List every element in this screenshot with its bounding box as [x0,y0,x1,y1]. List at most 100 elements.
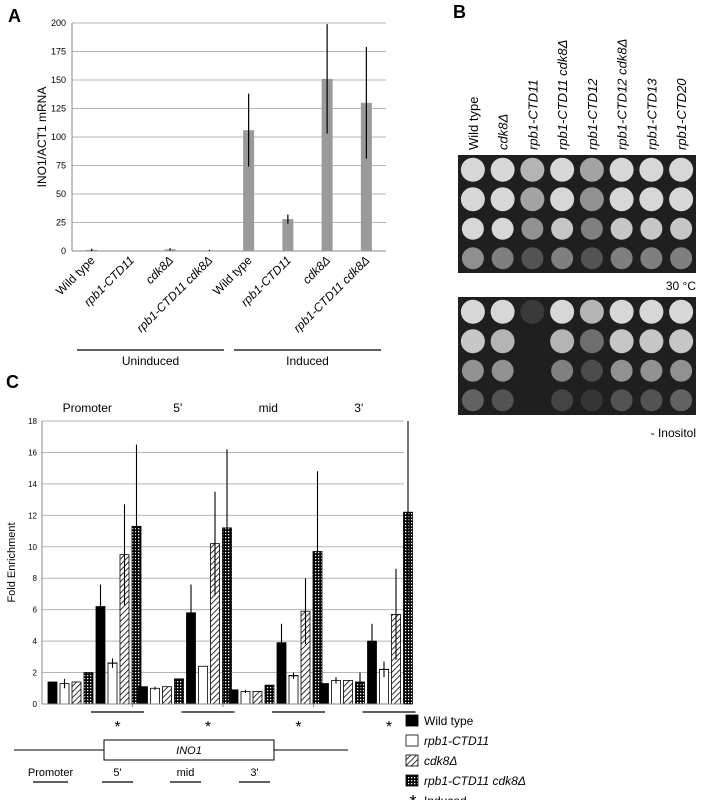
plate-strain-label: rpb1-CTD11 cdk8Δ [555,40,570,150]
chart-c-bar [319,683,329,705]
chart-c-y-tick: 6 [33,606,38,615]
chart-c-y-tick: 8 [33,574,38,583]
chart-a-y-tick: 50 [56,189,66,199]
chart-c-category-label: 5' [173,401,182,415]
chart-a-y-tick: 200 [51,18,66,28]
yeast-spot [580,359,603,382]
yeast-spot [609,329,634,354]
yeast-spot [460,157,485,182]
yeast-spot [610,389,633,412]
yeast-spot [491,389,514,412]
yeast-spot [610,217,633,240]
yeast-spot [551,359,574,382]
yeast-spot [490,157,515,182]
legend-label: rpb1-CTD11 [424,734,489,748]
chart-a-y-tick: 150 [51,75,66,85]
gene-name: INO1 [176,745,202,757]
chart-a-y-tick: 100 [51,132,66,142]
chart-c-bar [162,686,172,705]
plate-strain-label: rpb1-CTD12 [585,78,600,150]
yeast-spot [551,217,574,240]
chart-a-bar [282,219,294,251]
yeast-spot [639,157,664,182]
chart-a-group-label: Induced [286,354,329,368]
yeast-spot [579,187,604,212]
yeast-spot [669,299,694,324]
plate-strain-label: rpb1-CTD12 cdk8Δ [615,39,630,150]
yeast-spot [460,187,485,212]
yeast-spot [461,389,484,412]
chart-c-induced-star: * [295,719,301,736]
yeast-spot [609,157,634,182]
yeast-spot [550,329,575,354]
legend-label: cdk8Δ [424,754,457,768]
plate-strain-label: rpb1-CTD20 [674,78,689,150]
chart-c-y-tick: 2 [33,669,38,678]
chart-c-category-label: 3' [354,401,363,415]
yeast-spot [670,247,693,270]
yeast-spot [610,247,633,270]
yeast-spot [580,217,603,240]
yeast-spot [491,359,514,382]
chart-a-x-tick: cdk8Δ [300,253,334,287]
gene-region-label: 5' [113,767,121,779]
chart-a-y-tick: 125 [51,104,66,114]
legend-label: Wild type [424,714,474,728]
legend-swatch [405,774,419,787]
chart-a-x-tick: rpb1-CTD11 cdk8Δ [291,253,373,335]
yeast-spot [550,187,575,212]
chart-c-bar [198,665,208,705]
yeast-spot [491,247,514,270]
legend-swatch [405,714,419,727]
yeast-spot [669,187,694,212]
yeast-spot [640,247,663,270]
gene-region-label: Promoter [28,767,74,779]
chart-c-y-label: Fold Enrichment [6,522,18,602]
chart-c-bar [107,662,118,705]
panel-a-letter: A [8,6,21,26]
plate-condition-label: - Inositol [651,426,696,440]
chart-a-y-tick: 175 [51,47,66,57]
yeast-spot [670,389,693,412]
yeast-spot [639,329,664,354]
yeast-spot [520,187,545,212]
chart-a-y-label: INO1/ACT1 mRNA [35,87,49,188]
chart-c-y-tick: 16 [28,448,37,457]
chart-c-induced-star: * [114,719,120,736]
yeast-spot [670,359,693,382]
chart-c-bar [288,675,299,705]
chart-a-y-tick: 75 [56,161,66,171]
chart-a-y-tick: 0 [61,246,66,256]
chart-a-y-tick: 25 [56,218,66,228]
chart-a-group-label: Uninduced [122,354,179,368]
yeast-spot [550,299,575,324]
yeast-spot [669,329,694,354]
chart-c-bar [71,681,82,705]
yeast-spot [670,217,693,240]
legend-label: Induced [424,794,467,800]
yeast-spot [580,247,603,270]
legend-induced-star-icon: * [409,792,416,800]
yeast-spot [461,217,484,240]
yeast-spot [639,187,664,212]
yeast-spot [490,299,515,324]
chart-c-y-tick: 14 [28,480,37,489]
yeast-spot [521,217,544,240]
chart-c-bar [83,672,94,705]
yeast-spot [640,359,663,382]
plate-strain-label: rpb1-CTD13 [644,78,659,150]
panel-b-spot-assay: Wild type cdk8Δ rpb1-CTD11 rpb1-CTD11 cdk8Δ… [458,39,696,440]
chart-c-bar [138,686,148,705]
chart-c-bar [228,689,239,705]
gene-region-label: 3' [250,767,258,779]
chart-a-bar [321,78,333,251]
chart-c-bar [264,684,275,705]
chart-a-bar [360,102,372,251]
chart-c-y-tick: 18 [28,417,37,426]
chart-c-bar [331,680,341,705]
legend-label: rpb1-CTD11 cdk8Δ [424,774,526,788]
chart-c-bar [150,687,160,705]
panel-b-letter: B [453,2,466,22]
yeast-spot [461,247,484,270]
